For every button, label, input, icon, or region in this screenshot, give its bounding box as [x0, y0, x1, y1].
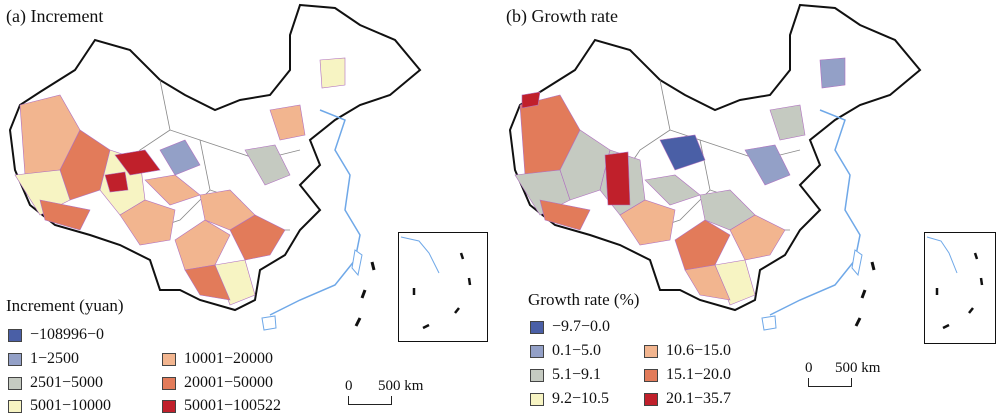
hainan — [261, 315, 277, 331]
legend-item: 10001−20000 — [162, 350, 273, 368]
county-regions — [514, 57, 846, 306]
map-panel-increment: (a) Increment Increment (yuan) −108996−0… — [0, 0, 500, 414]
legend-item: 1−2500 — [8, 350, 79, 368]
panel-title: (a) Increment — [6, 6, 104, 26]
legend-item: 9.2−10.5 — [530, 390, 609, 408]
scale-bar — [348, 396, 392, 405]
legend-item: −108996−0 — [8, 326, 104, 344]
map-panel-growth-rate: (b) Growth rate Growth rate (%) −9.7−0.0… — [500, 0, 1000, 414]
legend-item: 10.6−15.0 — [644, 342, 731, 360]
hainan — [761, 315, 777, 331]
legend-title: Growth rate (%) — [528, 290, 640, 309]
legend-item: 2501−5000 — [8, 374, 103, 392]
island-dashes — [354, 261, 376, 327]
legend-item: 15.1−20.0 — [644, 366, 731, 384]
legend-item: 5.1−9.1 — [530, 366, 601, 384]
scale-zero: 0 — [345, 378, 353, 394]
scale-zero: 0 — [805, 360, 813, 376]
china-map-increment — [8, 3, 422, 331]
legend-item: 20001−50000 — [162, 374, 273, 392]
country-outline — [8, 3, 422, 312]
country-outline — [508, 3, 922, 312]
county-regions — [14, 57, 346, 306]
taiwan — [351, 249, 363, 277]
legend-item: −9.7−0.0 — [530, 318, 610, 336]
taiwan — [851, 249, 863, 277]
legend-item: 0.1−5.0 — [530, 342, 601, 360]
legend-title: Increment (yuan) — [6, 296, 124, 315]
china-map-growth-rate — [508, 3, 922, 331]
legend-item: 5001−10000 — [8, 397, 111, 415]
scale-label: 500 km — [835, 360, 881, 376]
legend-item: 50001−100522 — [162, 397, 281, 415]
island-dashes — [854, 261, 876, 327]
south-china-sea-inset — [398, 232, 488, 342]
legend-item: 20.1−35.7 — [644, 390, 731, 408]
scale-bar — [808, 378, 852, 387]
coastline — [769, 109, 861, 316]
south-china-sea-inset — [924, 232, 996, 344]
coastline — [269, 109, 361, 316]
scale-label: 500 km — [378, 378, 424, 394]
panel-title: (b) Growth rate — [506, 6, 618, 26]
